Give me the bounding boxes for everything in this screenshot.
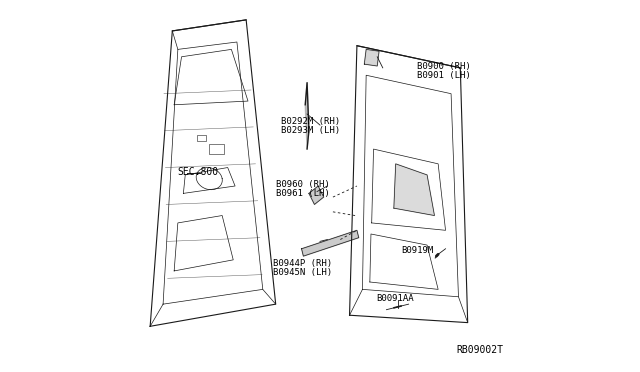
- Text: B0961 (LH): B0961 (LH): [276, 189, 330, 198]
- Polygon shape: [364, 49, 379, 66]
- Text: B0919M: B0919M: [401, 246, 433, 255]
- Text: B0960 (RH): B0960 (RH): [276, 180, 330, 189]
- Polygon shape: [394, 164, 435, 215]
- Text: B0293M (LH): B0293M (LH): [281, 126, 340, 135]
- Polygon shape: [305, 83, 309, 149]
- Text: B0944P (RH): B0944P (RH): [273, 259, 333, 268]
- Text: B0900 (RH): B0900 (RH): [417, 61, 470, 71]
- Text: B0091AA: B0091AA: [376, 294, 413, 303]
- Text: B0901 (LH): B0901 (LH): [417, 71, 470, 80]
- Text: B0292M (RH): B0292M (RH): [281, 117, 340, 126]
- Text: B0945N (LH): B0945N (LH): [273, 268, 333, 277]
- Polygon shape: [301, 230, 359, 256]
- Text: SEC.800: SEC.800: [178, 167, 219, 177]
- Text: RB09002T: RB09002T: [456, 345, 504, 355]
- Polygon shape: [309, 186, 324, 205]
